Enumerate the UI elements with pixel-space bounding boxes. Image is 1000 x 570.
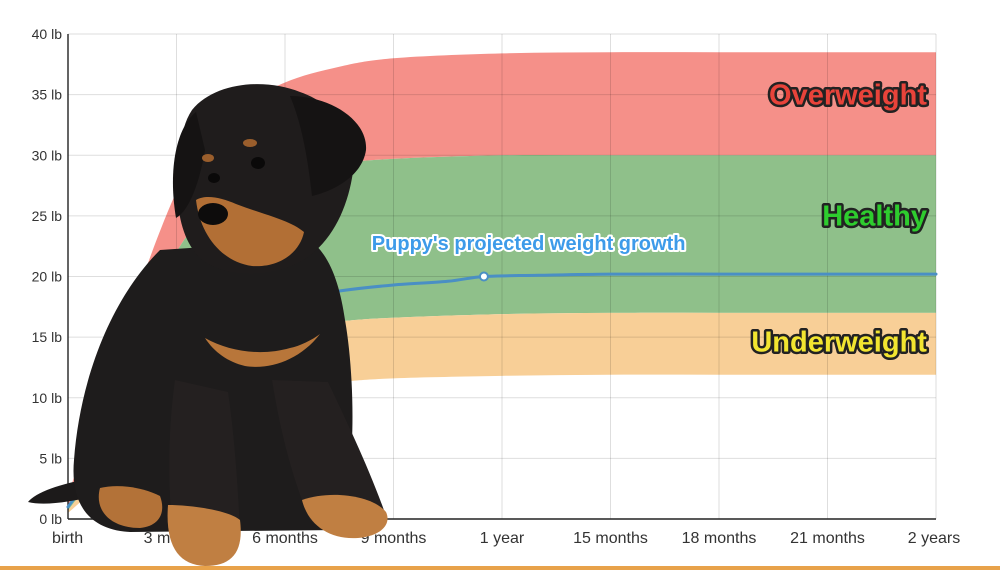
- puppy-ear-left: [172, 112, 205, 218]
- x-tick-label: 6 months: [252, 530, 318, 547]
- puppy-eye-left: [208, 173, 220, 183]
- y-tick-label: 0 lb: [39, 511, 62, 527]
- series-marker-point: [478, 271, 489, 282]
- puppy-paw-back: [98, 486, 163, 528]
- zone-label-overweight: Overweight: [769, 79, 927, 111]
- puppy-paw-left: [167, 505, 241, 566]
- puppy-ear-right: [290, 96, 367, 196]
- y-tick-label: 30 lb: [32, 147, 63, 163]
- puppy-eye-right: [251, 157, 265, 169]
- rottweiler-puppy-image: [28, 84, 388, 566]
- tick-layer: 0 lb 5 lb 10 lb 15 lb 20 lb 25 lb 30 lb 35 lb 40…: [32, 26, 961, 547]
- puppy-paw-right: [302, 494, 388, 539]
- puppy-front-leg-right: [272, 380, 386, 534]
- zone-label-healthy: Healthy: [822, 201, 927, 233]
- x-tick-label: 2 years: [908, 530, 960, 547]
- x-tick-label: 9 months: [361, 530, 427, 547]
- puppy-brow-right: [243, 139, 257, 147]
- puppy-brow-left: [202, 154, 214, 162]
- series-label-projected-growth: Puppy's projected weight growth: [372, 233, 686, 255]
- puppy-front-leg-left: [169, 380, 240, 543]
- puppy-nose: [198, 203, 228, 225]
- y-tick-label: 10 lb: [32, 390, 63, 406]
- y-tick-label: 35 lb: [32, 87, 63, 103]
- x-tick-label: 21 months: [790, 530, 865, 547]
- zone-label-underweight: Underweight: [751, 327, 927, 359]
- puppy-chest: [205, 334, 320, 367]
- y-tick-label: 20 lb: [32, 269, 63, 285]
- label-layer: Puppy's projected weight growth Overweigh…: [370, 77, 930, 361]
- y-tick-label: 5 lb: [39, 450, 62, 466]
- x-tick-label: 18 months: [682, 530, 757, 547]
- y-tick-label: 40 lb: [32, 26, 63, 42]
- y-tick-label: 25 lb: [32, 208, 63, 224]
- y-tick-label: 15 lb: [32, 329, 63, 345]
- x-tick-label: birth: [52, 530, 83, 547]
- puppy-body: [73, 240, 357, 532]
- x-tick-label: 1 year: [480, 530, 525, 547]
- x-tick-label: 15 months: [573, 530, 648, 547]
- bottom-accent-bar: [0, 566, 1000, 570]
